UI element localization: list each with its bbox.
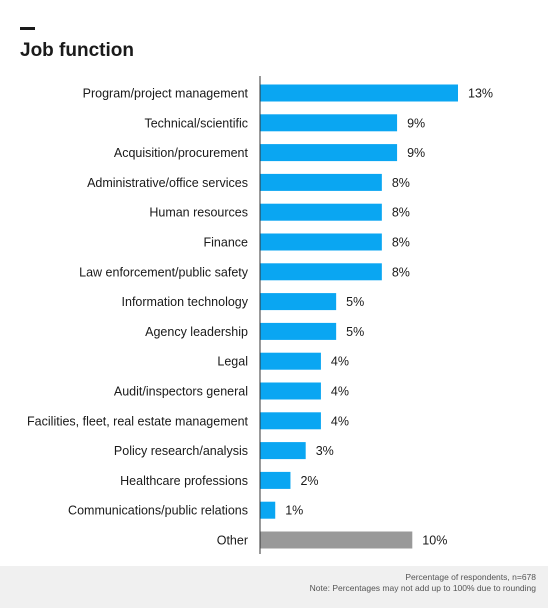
bar	[260, 471, 291, 489]
bar	[260, 114, 398, 132]
category-label: Acquisition/procurement	[114, 146, 249, 160]
category-label: Information technology	[122, 295, 249, 309]
bar	[260, 501, 276, 519]
value-label: 4%	[331, 385, 349, 399]
value-label: 8%	[392, 176, 410, 190]
bar	[260, 442, 306, 460]
footer-notes: Percentage of respondents, n=678 Note: P…	[0, 566, 548, 608]
value-label: 8%	[392, 236, 410, 250]
category-label: Healthcare professions	[120, 474, 248, 488]
category-label: Human resources	[149, 206, 248, 220]
category-label: Other	[217, 534, 248, 548]
bar	[260, 322, 337, 340]
bar	[260, 144, 398, 162]
bar	[260, 531, 413, 549]
value-label: 9%	[407, 146, 425, 160]
category-label: Agency leadership	[145, 325, 248, 339]
bar	[260, 352, 321, 370]
value-label: 5%	[346, 295, 364, 309]
bar	[260, 203, 382, 221]
bar	[260, 173, 382, 191]
category-label: Program/project management	[83, 87, 249, 101]
value-label: 1%	[285, 504, 303, 518]
bar	[260, 382, 321, 400]
bar	[260, 412, 321, 430]
value-label: 2%	[300, 474, 318, 488]
category-label: Finance	[204, 236, 249, 250]
value-label: 5%	[346, 325, 364, 339]
value-label: 3%	[316, 444, 334, 458]
category-label: Facilities, fleet, real estate managemen…	[27, 414, 248, 428]
category-label: Communications/public relations	[68, 504, 248, 518]
category-label: Law enforcement/public safety	[79, 265, 249, 279]
value-label: 10%	[422, 534, 447, 548]
category-label: Policy research/analysis	[114, 444, 248, 458]
value-label: 8%	[392, 265, 410, 279]
value-label: 8%	[392, 206, 410, 220]
bar	[260, 263, 382, 281]
category-label: Audit/inspectors general	[114, 385, 248, 399]
value-label: 9%	[407, 116, 425, 130]
rounding-note: Note: Percentages may not add up to 100%…	[309, 583, 536, 593]
sample-note: Percentage of respondents, n=678	[405, 572, 536, 582]
value-label: 13%	[468, 87, 493, 101]
category-label: Administrative/office services	[87, 176, 248, 190]
bar	[260, 84, 458, 102]
value-label: 4%	[331, 355, 349, 369]
title-accent-dash	[20, 27, 35, 30]
category-label: Legal	[217, 355, 248, 369]
bar	[260, 293, 337, 311]
value-label: 4%	[331, 414, 349, 428]
bar	[260, 233, 382, 251]
chart-title: Job function	[20, 40, 134, 61]
bar-chart: Program/project management 13% Technical/s…	[27, 76, 493, 554]
category-label: Technical/scientific	[144, 116, 248, 130]
